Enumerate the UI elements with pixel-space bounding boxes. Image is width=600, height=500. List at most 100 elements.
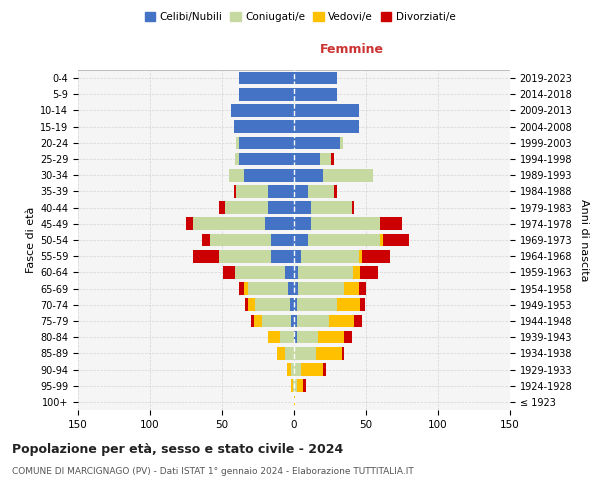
Bar xyxy=(230,104,294,117)
Bar xyxy=(320,152,331,166)
Bar xyxy=(319,331,344,344)
Bar xyxy=(239,282,244,295)
Bar xyxy=(219,250,271,262)
Bar xyxy=(380,218,402,230)
Bar xyxy=(291,380,293,392)
Bar xyxy=(186,218,193,230)
Bar xyxy=(353,266,360,278)
Bar xyxy=(193,250,219,262)
Bar xyxy=(287,363,291,376)
Bar xyxy=(294,136,340,149)
Bar xyxy=(323,363,326,376)
Bar xyxy=(286,347,294,360)
Bar xyxy=(286,266,294,278)
Bar xyxy=(255,298,290,311)
Bar xyxy=(308,234,380,246)
Bar xyxy=(344,331,352,344)
Bar xyxy=(239,72,294,85)
Bar xyxy=(248,282,288,295)
Bar xyxy=(340,136,343,149)
Bar xyxy=(223,266,235,278)
Bar xyxy=(277,347,286,360)
Bar xyxy=(294,363,301,376)
Bar xyxy=(268,202,294,214)
Bar xyxy=(298,266,353,278)
Bar xyxy=(265,218,294,230)
Bar xyxy=(329,314,355,328)
Bar xyxy=(293,380,294,392)
Bar xyxy=(268,185,294,198)
Bar xyxy=(254,314,262,328)
Bar xyxy=(251,314,254,328)
Bar xyxy=(239,152,294,166)
Bar xyxy=(294,331,297,344)
Bar xyxy=(262,314,291,328)
Bar xyxy=(235,266,286,278)
Bar xyxy=(359,250,362,262)
Bar xyxy=(271,250,294,262)
Text: Femmine: Femmine xyxy=(320,44,385,57)
Bar xyxy=(219,202,225,214)
Text: COMUNE DI MARCIGNAGO (PV) - Dati ISTAT 1° gennaio 2024 - Elaborazione TUTTITALIA: COMUNE DI MARCIGNAGO (PV) - Dati ISTAT 1… xyxy=(12,468,414,476)
Bar xyxy=(294,88,337,101)
Bar xyxy=(244,282,248,295)
Bar xyxy=(316,347,341,360)
Bar xyxy=(239,136,294,149)
Bar xyxy=(294,282,298,295)
Bar xyxy=(294,169,323,181)
Bar xyxy=(323,169,373,181)
Bar xyxy=(211,234,271,246)
Bar xyxy=(280,331,294,344)
Bar xyxy=(380,234,383,246)
Bar xyxy=(337,298,360,311)
Bar xyxy=(294,298,297,311)
Bar xyxy=(248,298,255,311)
Bar xyxy=(290,298,294,311)
Bar xyxy=(301,363,323,376)
Bar xyxy=(291,314,294,328)
Bar xyxy=(268,331,280,344)
Bar xyxy=(294,250,301,262)
Bar xyxy=(297,380,302,392)
Bar xyxy=(239,88,294,101)
Bar xyxy=(331,152,334,166)
Y-axis label: Fasce di età: Fasce di età xyxy=(26,207,36,273)
Bar xyxy=(288,282,294,295)
Bar xyxy=(235,152,239,166)
Bar xyxy=(236,185,268,198)
Bar xyxy=(297,331,319,344)
Bar xyxy=(294,396,295,408)
Bar xyxy=(383,234,409,246)
Bar xyxy=(301,250,359,262)
Bar xyxy=(233,120,294,133)
Bar xyxy=(294,120,359,133)
Bar xyxy=(311,202,352,214)
Bar xyxy=(229,169,244,181)
Bar xyxy=(297,314,329,328)
Bar xyxy=(360,298,365,311)
Bar xyxy=(236,136,239,149)
Bar xyxy=(359,282,366,295)
Bar xyxy=(362,250,391,262)
Bar xyxy=(233,185,236,198)
Legend: Celibi/Nubili, Coniugati/e, Vedovi/e, Divorziati/e: Celibi/Nubili, Coniugati/e, Vedovi/e, Di… xyxy=(140,8,460,26)
Bar xyxy=(298,282,344,295)
Bar xyxy=(193,218,265,230)
Bar xyxy=(294,380,297,392)
Bar xyxy=(341,347,344,360)
Bar xyxy=(355,314,362,328)
Bar xyxy=(294,202,311,214)
Bar xyxy=(308,185,334,198)
Bar xyxy=(344,282,359,295)
Bar xyxy=(291,363,294,376)
Bar xyxy=(202,234,211,246)
Bar xyxy=(302,380,305,392)
Bar xyxy=(352,202,355,214)
Bar xyxy=(294,218,311,230)
Bar xyxy=(294,72,337,85)
Bar xyxy=(244,169,294,181)
Bar xyxy=(294,266,298,278)
Bar xyxy=(311,218,380,230)
Bar xyxy=(294,152,320,166)
Bar xyxy=(271,234,294,246)
